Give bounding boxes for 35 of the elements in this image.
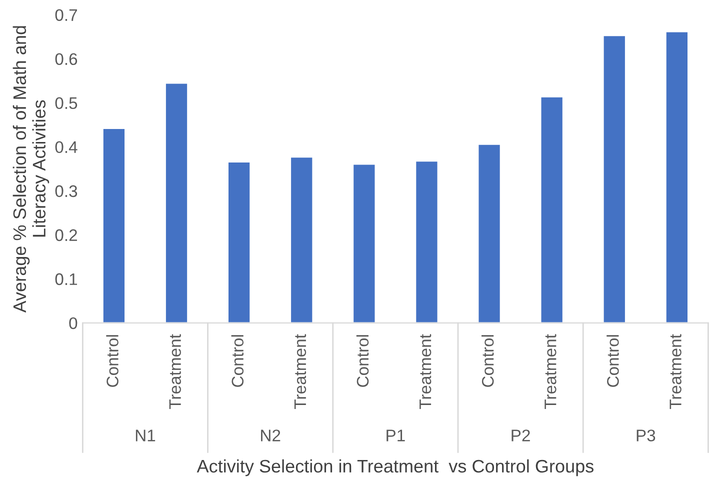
bar — [414, 160, 439, 323]
text: N1 — [136, 430, 156, 442]
text: P1 — [386, 430, 405, 442]
y-tick-label: 0.2 — [55, 229, 77, 242]
bar — [352, 163, 376, 323]
bar — [290, 156, 314, 323]
bar — [664, 30, 689, 323]
x-tick-label: Control — [106, 335, 118, 387]
y-axis-title: Average % Selection of of Math and Literacy Activities — [12, 26, 50, 313]
x-tick-label: Treatment — [420, 334, 432, 409]
bar — [602, 34, 626, 323]
x-tick-label: Treatment — [670, 334, 682, 409]
y-tick-label: 0.6 — [55, 53, 78, 66]
text: P2 — [512, 430, 530, 442]
y-tick-label: 0.3 — [55, 185, 78, 198]
text: N2 — [261, 430, 280, 442]
y-tick-label: 0.1 — [55, 273, 78, 286]
y-tick-label: 0 — [69, 317, 78, 330]
x-tick-label: Control — [606, 335, 619, 387]
x-tick-label: Control — [231, 335, 244, 387]
bar — [227, 161, 252, 323]
bar — [540, 96, 564, 323]
text: P3 — [636, 430, 656, 442]
x-tick-label: Treatment — [544, 334, 556, 409]
x-tick-label: Control — [482, 335, 494, 387]
bar — [164, 82, 188, 323]
x-tick-label: Treatment — [169, 334, 181, 409]
y-tick-label: 0.4 — [55, 141, 78, 154]
x-tick-label: Control — [356, 335, 369, 387]
y-tick-label: 0.5 — [55, 97, 78, 110]
x-axis-title: Activity Selection in Treatment vs Control Groups — [196, 459, 594, 476]
y-tick-label: 0.7 — [55, 9, 77, 21]
x-tick-label: Treatment — [294, 334, 306, 409]
bar — [477, 144, 502, 323]
bar — [102, 128, 126, 323]
